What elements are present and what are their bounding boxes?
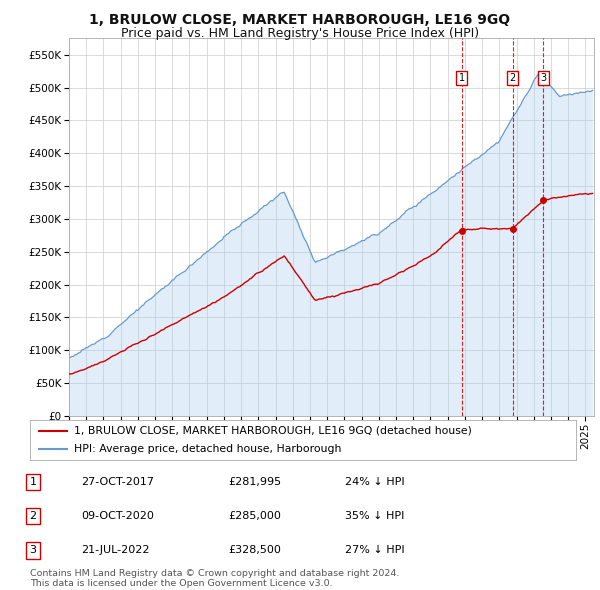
Text: 1, BRULOW CLOSE, MARKET HARBOROUGH, LE16 9GQ: 1, BRULOW CLOSE, MARKET HARBOROUGH, LE16… (89, 13, 511, 27)
Text: 27% ↓ HPI: 27% ↓ HPI (345, 545, 404, 555)
Text: 21-JUL-2022: 21-JUL-2022 (81, 545, 149, 555)
Text: 27-OCT-2017: 27-OCT-2017 (81, 477, 154, 487)
Text: HPI: Average price, detached house, Harborough: HPI: Average price, detached house, Harb… (74, 444, 341, 454)
Text: 1: 1 (459, 73, 465, 83)
Text: Contains HM Land Registry data © Crown copyright and database right 2024.
This d: Contains HM Land Registry data © Crown c… (30, 569, 400, 588)
Text: 24% ↓ HPI: 24% ↓ HPI (345, 477, 404, 487)
Text: 1: 1 (29, 477, 37, 487)
Text: 35% ↓ HPI: 35% ↓ HPI (345, 511, 404, 521)
Text: £281,995: £281,995 (228, 477, 281, 487)
Text: Price paid vs. HM Land Registry's House Price Index (HPI): Price paid vs. HM Land Registry's House … (121, 27, 479, 40)
Text: 3: 3 (540, 73, 546, 83)
Text: 09-OCT-2020: 09-OCT-2020 (81, 511, 154, 521)
Text: £285,000: £285,000 (228, 511, 281, 521)
Text: 2: 2 (29, 511, 37, 521)
Text: £328,500: £328,500 (228, 545, 281, 555)
Text: 1, BRULOW CLOSE, MARKET HARBOROUGH, LE16 9GQ (detached house): 1, BRULOW CLOSE, MARKET HARBOROUGH, LE16… (74, 426, 472, 436)
Text: 2: 2 (509, 73, 516, 83)
Text: 3: 3 (29, 545, 37, 555)
